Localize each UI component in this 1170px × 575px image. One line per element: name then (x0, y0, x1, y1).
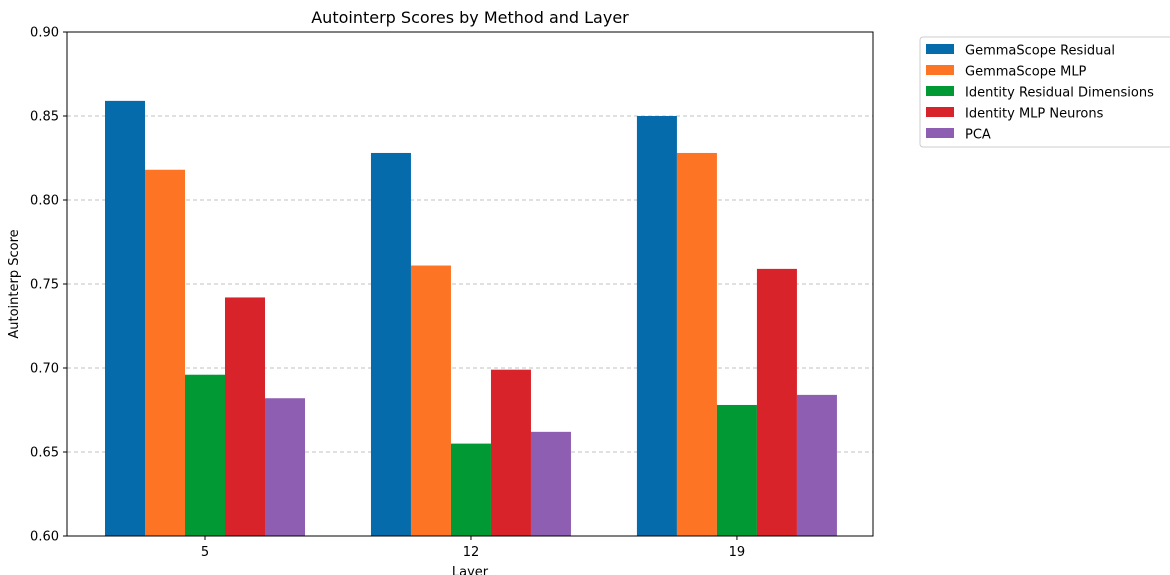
bar-pca-layer-12 (530, 431, 571, 536)
legend-swatch (926, 107, 954, 117)
legend: GemmaScope Residual GemmaScope MLP Identit… (919, 36, 1170, 148)
x-tick-label: 12 (463, 545, 480, 560)
legend-label: Identity MLP Neurons (965, 107, 1104, 122)
y-tick-label: 0.60 (30, 530, 59, 545)
y-axis-ticks: 0.60 0.65 0.70 0.75 0.80 0.85 0.90 (30, 26, 67, 545)
x-tick-label: 19 (729, 545, 746, 560)
bar-gemmascope-mlp-layer-12 (410, 265, 451, 536)
x-axis-label: Layer (452, 565, 489, 575)
y-tick-label: 0.65 (30, 446, 59, 461)
bar-pca-layer-5 (265, 398, 305, 536)
bar-gemmascope-residual-layer-5 (105, 100, 145, 536)
y-tick-label: 0.90 (30, 26, 59, 41)
bar-identity-residual-dimensions-layer-19 (716, 404, 757, 536)
bar-identity-mlp-neurons-layer-12 (490, 369, 531, 536)
y-axis-label: Autointerp Score (7, 229, 22, 338)
bar-identity-mlp-neurons-layer-19 (756, 268, 797, 536)
x-tick-label: 5 (201, 545, 209, 560)
bar-identity-residual-dimensions-layer-5 (185, 374, 225, 536)
legend-frame (919, 36, 1170, 148)
bar-gemmascope-mlp-layer-19 (676, 152, 717, 536)
bar-identity-residual-dimensions-layer-12 (450, 443, 491, 536)
bar-gemmascope-residual-layer-12 (370, 152, 411, 536)
y-tick-label: 0.85 (30, 110, 59, 125)
legend-swatch (926, 128, 954, 138)
y-tick-label: 0.80 (30, 194, 59, 209)
bar-gemmascope-mlp-layer-5 (145, 169, 185, 536)
bar-identity-mlp-neurons-layer-5 (225, 297, 265, 536)
legend-swatch (926, 65, 954, 75)
legend-label: GemmaScope MLP (965, 65, 1087, 80)
legend-label: PCA (965, 128, 991, 143)
chart-title: Autointerp Scores by Method and Layer (311, 8, 629, 27)
x-axis-ticks: 5 12 19 (201, 536, 745, 560)
legend-swatch (926, 44, 954, 54)
bar-gemmascope-residual-layer-19 (636, 116, 677, 536)
y-tick-label: 0.70 (30, 362, 59, 377)
legend-swatch (926, 86, 954, 96)
bars (105, 100, 837, 536)
legend-label: Identity Residual Dimensions (965, 86, 1154, 101)
y-tick-label: 0.75 (30, 278, 59, 293)
bar-pca-layer-19 (796, 394, 837, 536)
legend-label: GemmaScope Residual (965, 44, 1115, 59)
